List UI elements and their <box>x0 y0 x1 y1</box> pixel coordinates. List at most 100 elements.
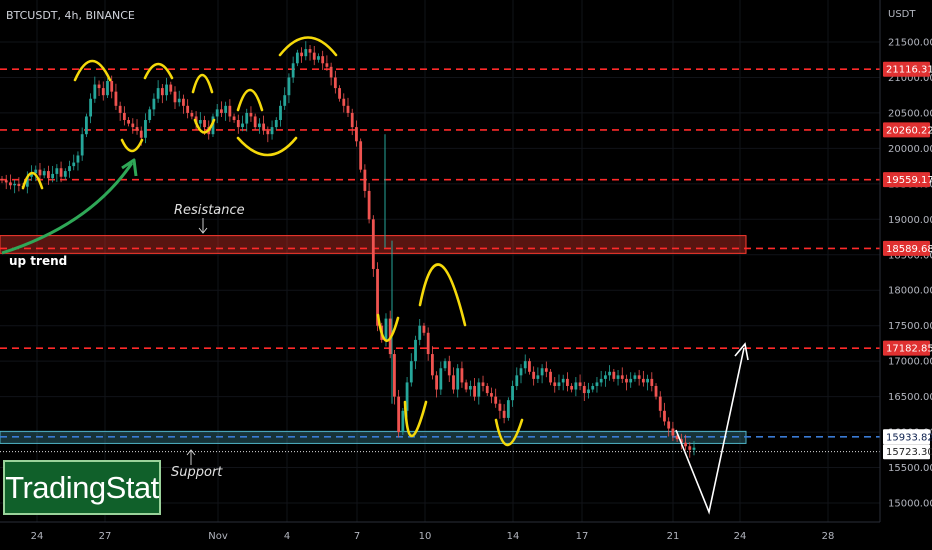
candle <box>625 374 628 391</box>
candle-body <box>177 98 181 103</box>
highlight-marker <box>73 59 112 82</box>
x-tick-label: 10 <box>419 531 432 542</box>
candle-body <box>329 66 333 78</box>
candle-body <box>342 98 346 106</box>
candle-body <box>38 169 42 176</box>
candle-body <box>84 116 88 135</box>
candle-body <box>236 120 240 128</box>
candle-body <box>165 84 168 96</box>
candle-body <box>253 116 257 128</box>
candle <box>574 377 578 397</box>
candle-body <box>127 120 130 124</box>
price-tag-label: 15723.30 <box>886 447 932 458</box>
candle-body <box>443 361 447 369</box>
candle <box>291 56 295 83</box>
candle <box>616 369 620 386</box>
candle-body <box>30 173 33 177</box>
candle <box>405 377 409 418</box>
candle-body <box>304 49 308 57</box>
price-tag: 19559.17 <box>883 172 932 188</box>
candle-body <box>663 410 666 422</box>
y-tick-label: 15000.00 <box>888 499 932 510</box>
candle <box>667 417 671 437</box>
candle <box>447 355 451 383</box>
highlight-marker <box>236 136 298 157</box>
candle-body <box>106 81 109 96</box>
candle-body <box>371 219 375 269</box>
y-tick-label: 18000.00 <box>888 286 932 297</box>
candle <box>325 55 329 71</box>
candle <box>355 120 358 147</box>
candle-body <box>186 105 190 113</box>
candle-body <box>89 98 93 117</box>
candle <box>253 113 257 130</box>
candle-body <box>169 84 173 92</box>
candle-body <box>144 120 147 138</box>
candle-body <box>262 123 266 131</box>
price-tag-bg <box>883 444 930 460</box>
highlight-marker <box>191 73 214 94</box>
candle <box>241 115 244 132</box>
candle <box>228 99 232 122</box>
candle-body <box>667 421 671 429</box>
projection-arrowhead <box>734 342 749 361</box>
highlight-marker <box>494 418 524 446</box>
x-tick-label: 17 <box>576 531 589 542</box>
price-tag: 17182.85 <box>883 340 932 356</box>
candle <box>473 378 476 401</box>
x-tick-label: Nov <box>208 531 228 542</box>
candle <box>481 375 485 392</box>
candle <box>13 179 17 194</box>
candle-body <box>97 84 101 89</box>
candle-body <box>283 95 287 106</box>
candle-body <box>599 378 603 383</box>
candle-body <box>17 183 21 186</box>
candle-body <box>616 375 620 379</box>
candle <box>160 83 164 104</box>
price-tag: 21116.31 <box>883 61 932 77</box>
candle <box>17 177 21 192</box>
candle <box>460 361 464 388</box>
candle <box>502 404 506 424</box>
candle-body <box>101 88 105 96</box>
candle <box>506 397 510 421</box>
candle <box>173 86 177 109</box>
candle <box>591 383 595 393</box>
candle <box>182 94 185 114</box>
symbol-title[interactable]: BTCUSDT, 4h, BINANCE <box>6 9 135 22</box>
candle <box>127 117 130 127</box>
candle-body <box>160 88 164 96</box>
candle-body <box>481 382 485 386</box>
candle <box>578 374 582 391</box>
candle <box>148 106 152 123</box>
y-tick-label: 20000.00 <box>888 144 932 155</box>
candle <box>658 391 662 418</box>
candle-body <box>409 361 413 383</box>
candle <box>321 50 325 70</box>
candle-body <box>490 393 493 397</box>
candle <box>47 165 50 185</box>
candle-body <box>317 56 320 60</box>
candle-body <box>55 168 59 174</box>
candle <box>215 103 219 124</box>
candle <box>688 442 692 458</box>
y-tick-label: 21000.00 <box>888 73 932 84</box>
candle <box>287 73 291 104</box>
candle-body <box>506 400 510 418</box>
y-tick-label: 17000.00 <box>888 357 932 368</box>
candle <box>485 383 489 396</box>
candle-body <box>173 91 177 103</box>
candle-body <box>300 52 303 57</box>
candle <box>528 358 531 375</box>
candle <box>456 364 460 398</box>
uptrend-arrowhead <box>121 158 138 177</box>
candle-body <box>72 162 76 167</box>
candle-body <box>620 375 624 379</box>
highlight-marker <box>403 400 428 438</box>
candle <box>641 370 645 387</box>
candle <box>435 371 439 398</box>
candle-body <box>13 183 17 186</box>
support-annotation: Support <box>171 465 223 480</box>
candle-body <box>287 77 291 96</box>
candle-body <box>346 105 350 113</box>
